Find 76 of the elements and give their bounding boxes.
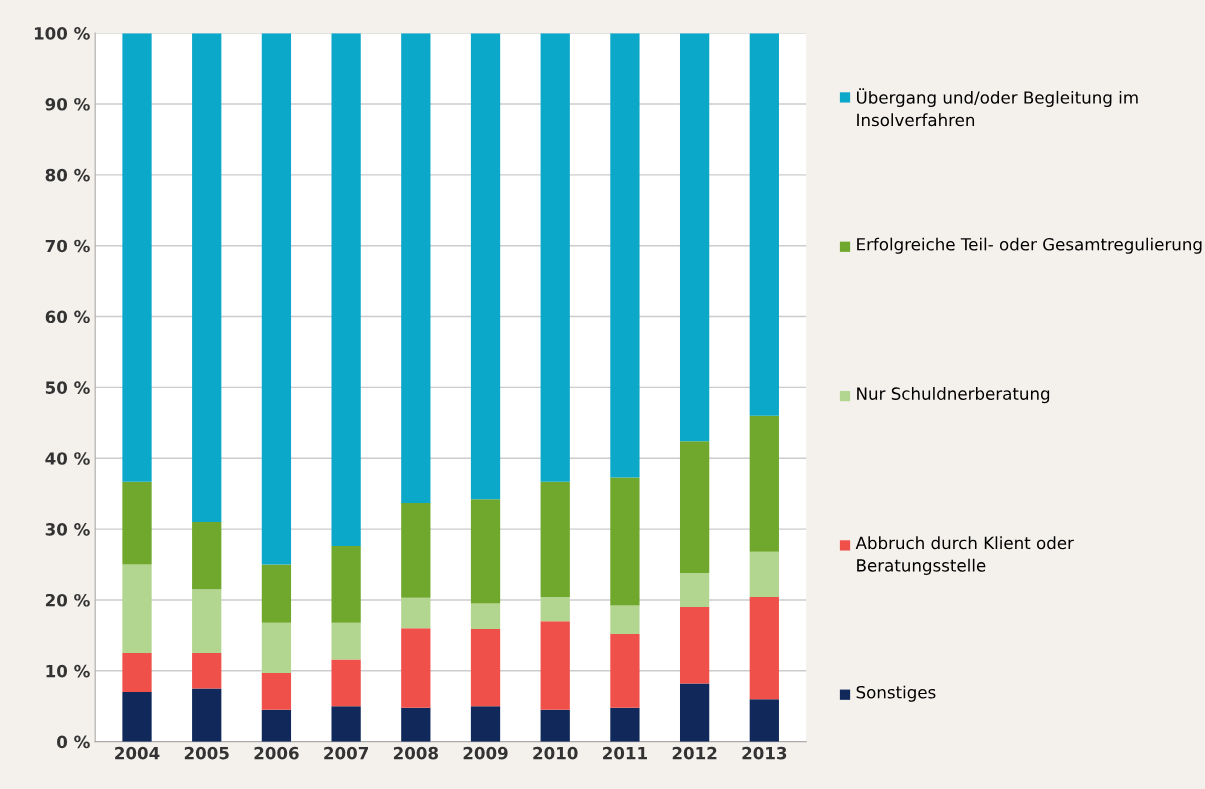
- bar: [610, 633, 640, 708]
- bar: [192, 653, 222, 689]
- x-tick-label: 2004: [115, 746, 160, 760]
- legend-label: Sonstiges: [856, 685, 936, 702]
- bar: [331, 659, 361, 707]
- bar: [192, 33, 222, 523]
- bar: [401, 33, 431, 503]
- bar: [331, 546, 361, 623]
- bar: [122, 33, 152, 482]
- bar: [470, 603, 501, 629]
- y-tick-label: 40 %: [45, 452, 90, 465]
- legend-label: Abbruch durch Klient oder Beratungsstelle: [855, 536, 1074, 575]
- x-tick-label: 2005: [184, 746, 229, 760]
- x-tick-label: 2009: [463, 746, 508, 760]
- bar: [192, 688, 222, 742]
- bar: [540, 709, 570, 742]
- bar: [261, 709, 292, 742]
- y-tick-label: 100 %: [34, 27, 90, 40]
- x-tick-label: 2013: [742, 746, 787, 760]
- bar: [540, 33, 570, 482]
- bar: [470, 706, 501, 742]
- bar: [261, 672, 292, 710]
- bar: [401, 628, 431, 708]
- bar: [122, 653, 152, 693]
- bar: [749, 597, 779, 700]
- x-tick-label: 2008: [393, 746, 438, 760]
- bar: [401, 502, 431, 598]
- y-tick-label: 50 %: [45, 381, 90, 394]
- x-tick-label: 2006: [254, 746, 299, 760]
- bar: [610, 605, 640, 634]
- bar: [331, 622, 361, 660]
- bar: [122, 564, 152, 654]
- bar: [749, 551, 779, 598]
- bar: [679, 683, 710, 742]
- bar: [540, 597, 570, 622]
- bar: [749, 699, 779, 742]
- y-tick-label: 20 %: [45, 593, 90, 607]
- bar: [470, 499, 501, 604]
- y-tick-label: 90 %: [45, 97, 90, 111]
- y-tick-label: 0 %: [57, 735, 90, 749]
- y-tick-label: 60 %: [45, 310, 90, 324]
- bar: [749, 415, 779, 552]
- bar: [401, 707, 431, 742]
- bar: [261, 33, 292, 565]
- bar: [261, 564, 292, 623]
- x-tick-label: 2007: [324, 746, 368, 760]
- bar: [679, 607, 710, 684]
- legend-label: Erfolgreiche Teil- oder Gesamtregulierung: [857, 237, 1202, 254]
- bar: [192, 589, 222, 654]
- bar: [122, 692, 152, 742]
- bar: [192, 522, 222, 590]
- bar: [540, 481, 570, 598]
- y-tick-label: 70 %: [45, 239, 90, 253]
- bar: [610, 33, 640, 478]
- bar: [749, 33, 779, 416]
- bar: [261, 622, 292, 673]
- bar: [679, 33, 710, 442]
- legend-label: Nur Schuldnerberatung: [857, 387, 1050, 404]
- legend-label: Übergang und/oder Begleitung im Insolverfahren: [857, 88, 1138, 127]
- x-tick-label: 2011: [603, 746, 647, 760]
- bar: [331, 33, 361, 547]
- bar: [331, 706, 361, 742]
- y-tick-label: 30 %: [45, 523, 90, 536]
- bar: [610, 477, 640, 606]
- bar: [470, 629, 501, 707]
- y-tick-label: 10 %: [46, 664, 90, 678]
- y-tick-label: 80 %: [45, 168, 90, 182]
- x-tick-label: 2010: [533, 746, 578, 760]
- bar: [679, 441, 710, 574]
- bar: [679, 573, 710, 608]
- bar: [122, 481, 152, 565]
- bar: [470, 33, 501, 500]
- bar: [540, 621, 570, 710]
- bar: [401, 597, 431, 629]
- bar: [610, 707, 640, 742]
- x-tick-label: 2012: [672, 746, 717, 760]
